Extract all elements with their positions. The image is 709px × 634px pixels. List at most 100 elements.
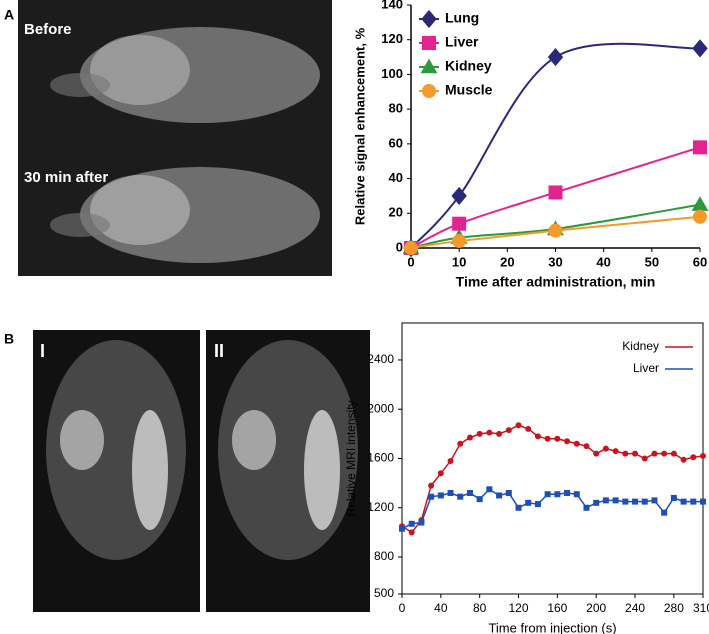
- series-line: [410, 146, 701, 249]
- y-tick-label: 800: [374, 549, 394, 563]
- x-tick-label: 240: [625, 601, 645, 615]
- legend-label: Lung: [445, 10, 479, 26]
- marker: [564, 438, 571, 445]
- y-axis-label: Relative MRI intensity: [344, 400, 358, 516]
- marker: [548, 223, 563, 238]
- marker: [428, 482, 435, 489]
- mri-images-a: [18, 0, 332, 276]
- series-line: [401, 424, 704, 534]
- marker: [525, 425, 532, 432]
- image-caption: Before: [24, 21, 72, 38]
- y-tick-label: 1600: [367, 451, 394, 465]
- panel-label: A: [4, 7, 14, 23]
- x-tick-label: 10: [452, 254, 466, 269]
- marker: [680, 456, 687, 463]
- marker: [418, 519, 425, 526]
- marker: [700, 498, 706, 505]
- marker: [547, 47, 564, 67]
- image-caption: II: [214, 341, 224, 361]
- legend-label: Muscle: [445, 82, 493, 98]
- marker: [437, 470, 444, 477]
- x-axis-label: Time after administration, min: [456, 274, 656, 290]
- marker: [661, 450, 668, 457]
- y-tick-label: 60: [389, 135, 403, 150]
- marker: [476, 496, 483, 503]
- marker: [457, 440, 464, 447]
- x-tick-label: 50: [645, 254, 659, 269]
- y-tick-label: 120: [381, 31, 403, 46]
- image-caption: I: [40, 341, 45, 361]
- y-tick-label: 0: [396, 239, 403, 254]
- marker: [622, 498, 629, 505]
- y-tick-label: 2000: [367, 401, 394, 415]
- x-tick-label: 160: [547, 601, 567, 615]
- marker: [447, 489, 454, 496]
- marker: [505, 427, 512, 434]
- marker: [593, 450, 600, 457]
- marker: [564, 489, 571, 496]
- marker: [602, 497, 609, 504]
- legend-label: Liver: [633, 361, 659, 375]
- x-tick-label: 280: [664, 601, 684, 615]
- legend-label: Kidney: [445, 58, 492, 74]
- marker: [428, 493, 435, 500]
- marker: [437, 492, 444, 499]
- marker: [447, 457, 454, 464]
- marker: [476, 430, 483, 437]
- marker: [680, 498, 687, 505]
- y-tick-label: 100: [381, 66, 403, 81]
- marker: [408, 529, 415, 536]
- marker: [690, 498, 697, 505]
- marker: [554, 435, 561, 442]
- x-tick-label: 200: [586, 601, 606, 615]
- marker: [693, 209, 707, 224]
- marker: [670, 494, 677, 501]
- x-tick-label: 40: [596, 254, 610, 269]
- marker: [515, 504, 522, 511]
- y-tick-label: 1200: [367, 500, 394, 514]
- marker: [691, 196, 709, 211]
- marker: [622, 450, 629, 457]
- marker: [544, 491, 551, 498]
- marker: [496, 430, 503, 437]
- series-line: [410, 203, 701, 249]
- marker: [690, 454, 697, 461]
- marker: [420, 58, 438, 74]
- marker: [612, 448, 619, 455]
- legend-label: Kidney: [622, 339, 659, 353]
- marker: [573, 440, 580, 447]
- marker: [583, 504, 590, 511]
- y-tick-label: 2400: [367, 352, 394, 366]
- x-tick-label: 80: [473, 601, 487, 615]
- marker: [399, 525, 405, 532]
- series-line: [410, 42, 701, 249]
- marker: [486, 486, 493, 493]
- y-axis-label: Relative signal enhancement, %: [352, 27, 367, 225]
- panel-label: B: [4, 331, 14, 347]
- marker: [451, 186, 467, 206]
- marker: [554, 491, 561, 498]
- marker: [408, 520, 415, 527]
- x-tick-label: 20: [500, 254, 514, 269]
- y-tick-label: 500: [374, 586, 394, 600]
- x-tick-label: 60: [693, 254, 707, 269]
- y-tick-label: 140: [381, 0, 403, 11]
- marker: [486, 429, 493, 436]
- y-tick-label: 40: [389, 170, 403, 185]
- series-line: [410, 215, 701, 249]
- y-tick-label: 80: [389, 101, 403, 116]
- mri-images-b: [33, 330, 370, 612]
- marker: [422, 84, 436, 98]
- x-tick-label: 0: [399, 601, 406, 615]
- marker: [496, 492, 503, 499]
- marker: [422, 36, 436, 50]
- marker: [670, 450, 677, 457]
- marker: [421, 9, 437, 29]
- marker: [505, 489, 512, 496]
- x-tick-label: 310: [693, 601, 709, 615]
- y-tick-label: 20: [389, 205, 403, 220]
- x-tick-label: 120: [509, 601, 529, 615]
- marker: [457, 493, 464, 500]
- marker: [593, 499, 600, 506]
